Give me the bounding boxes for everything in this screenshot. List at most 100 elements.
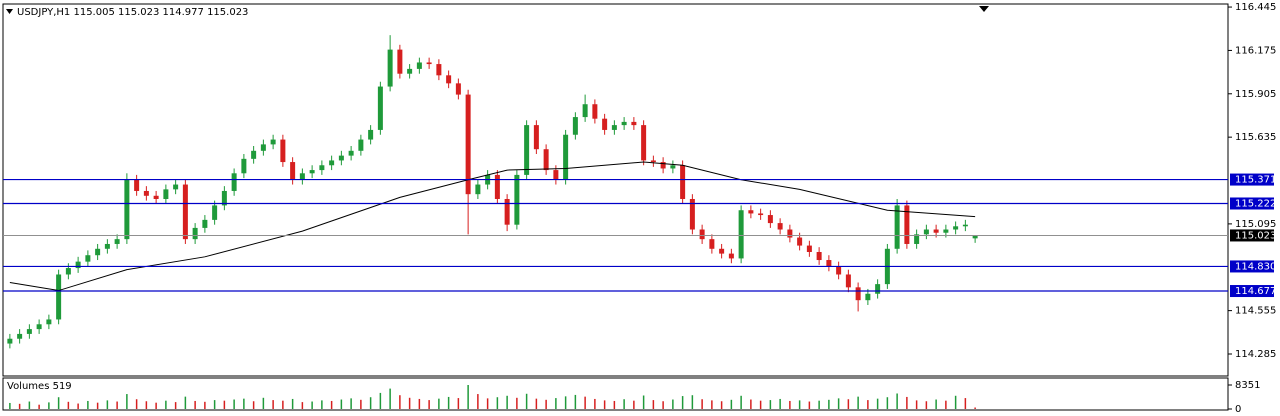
candle-body bbox=[631, 121, 637, 126]
y-tick-label: 114.285 bbox=[1235, 349, 1276, 360]
candle-body bbox=[494, 174, 500, 199]
level-label-box bbox=[1230, 173, 1274, 186]
candle-body bbox=[602, 118, 608, 130]
candle-body bbox=[845, 274, 851, 288]
candle-body bbox=[962, 224, 968, 227]
candle-body bbox=[855, 287, 861, 301]
candle-body bbox=[699, 229, 705, 240]
candle-body bbox=[923, 229, 929, 235]
candle-body bbox=[533, 125, 539, 150]
candle-body bbox=[933, 229, 939, 233]
candle-body bbox=[309, 170, 315, 174]
candle-body bbox=[670, 165, 676, 169]
candle-body bbox=[85, 255, 91, 262]
candle-body bbox=[621, 121, 627, 126]
candle-body bbox=[787, 229, 793, 238]
candle-body bbox=[767, 215, 773, 224]
candle-body bbox=[826, 260, 832, 267]
candle-body bbox=[221, 190, 227, 206]
candle-body bbox=[143, 190, 149, 196]
shift-marker[interactable] bbox=[979, 6, 989, 12]
candle-body bbox=[728, 253, 734, 259]
candle-body bbox=[816, 252, 822, 261]
candle-body bbox=[17, 333, 23, 339]
candle-body bbox=[407, 68, 413, 74]
candle-body bbox=[514, 174, 520, 225]
candle-body bbox=[134, 179, 140, 191]
y-tick-label: 114.555 bbox=[1235, 306, 1276, 317]
candle-body bbox=[36, 324, 42, 330]
candle-body bbox=[572, 117, 578, 135]
candle-body bbox=[524, 125, 530, 175]
candle-body bbox=[260, 144, 266, 151]
candle-body bbox=[368, 129, 374, 140]
candle-body bbox=[865, 293, 871, 301]
candle-body bbox=[416, 62, 422, 69]
candle-body bbox=[231, 173, 237, 191]
candle-body bbox=[875, 284, 881, 294]
candle-body bbox=[358, 139, 364, 151]
candle-body bbox=[689, 198, 695, 230]
candle-body bbox=[46, 319, 52, 325]
candle-body bbox=[153, 195, 159, 199]
moving-average bbox=[9, 161, 976, 292]
candle-body bbox=[104, 243, 110, 249]
candle-body bbox=[446, 75, 452, 84]
candle-body bbox=[173, 184, 179, 190]
candle-body bbox=[426, 62, 432, 65]
candle-body bbox=[329, 160, 335, 166]
level-label-box bbox=[1230, 285, 1274, 298]
price-panel bbox=[2, 3, 1229, 377]
candle-body bbox=[455, 83, 461, 95]
candle-body bbox=[836, 266, 842, 275]
candle-body bbox=[65, 268, 71, 275]
chart-title: USDJPY,H1 115.005 115.023 114.977 115.02… bbox=[17, 7, 248, 18]
candle-body bbox=[553, 170, 559, 180]
candle-body bbox=[719, 248, 725, 254]
current-price-box bbox=[1230, 229, 1274, 242]
candle-body bbox=[748, 210, 754, 214]
candle-body bbox=[709, 239, 715, 249]
volume-tick-label: 8351 bbox=[1235, 380, 1260, 391]
candle-body bbox=[299, 173, 305, 180]
candle-body bbox=[348, 150, 354, 156]
candle-body bbox=[124, 179, 130, 240]
candle-body bbox=[251, 150, 257, 159]
candle-body bbox=[192, 227, 198, 240]
candle-body bbox=[26, 329, 32, 334]
candle-body bbox=[75, 261, 81, 269]
candle-body bbox=[280, 139, 286, 163]
level-label-box bbox=[1230, 197, 1274, 210]
candle-body bbox=[202, 219, 208, 228]
candle-body bbox=[680, 165, 686, 199]
candle-body bbox=[241, 158, 247, 174]
candle-body bbox=[387, 49, 393, 87]
candle-body bbox=[953, 226, 959, 230]
volume-tick-label: 0 bbox=[1235, 404, 1241, 415]
candle-body bbox=[582, 104, 588, 118]
candle-body bbox=[660, 162, 666, 169]
candle-body bbox=[270, 139, 276, 145]
candle-body bbox=[397, 49, 403, 74]
current-price-label: 115.023 bbox=[1235, 230, 1276, 241]
candle-body bbox=[611, 125, 617, 130]
y-tick-label: 115.905 bbox=[1235, 89, 1276, 100]
candle-body bbox=[592, 104, 598, 119]
candle-body bbox=[465, 94, 471, 195]
title-arrow[interactable] bbox=[6, 9, 13, 14]
candle-body bbox=[504, 198, 510, 225]
candle-body bbox=[182, 184, 188, 240]
candle-body bbox=[914, 234, 920, 244]
y-tick-label: 115.635 bbox=[1235, 132, 1276, 143]
y-tick-label: 116.175 bbox=[1235, 45, 1276, 56]
volume-panel bbox=[2, 377, 1229, 411]
level-label: 114.677 bbox=[1235, 286, 1276, 297]
candle-body bbox=[563, 134, 569, 180]
y-tick-label: 115.095 bbox=[1235, 219, 1276, 230]
candle-body bbox=[758, 213, 764, 216]
candle-body bbox=[806, 245, 812, 252]
y-tick-label: 116.445 bbox=[1235, 2, 1276, 13]
candle-body bbox=[114, 239, 120, 244]
candle-body bbox=[436, 64, 442, 76]
